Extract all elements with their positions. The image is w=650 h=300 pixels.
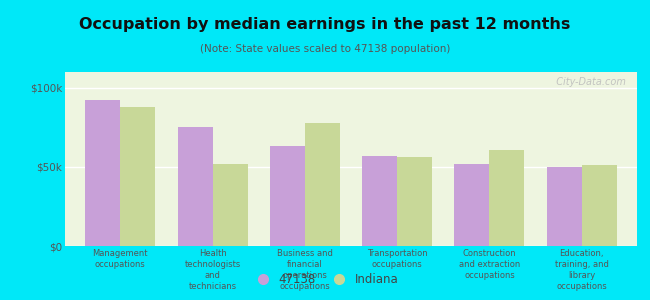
Text: City-Data.com: City-Data.com [550,77,625,87]
Bar [489,149,525,246]
Bar [270,146,305,246]
Bar [397,158,432,246]
Bar [213,164,248,246]
Bar [305,123,340,246]
Bar [85,100,120,246]
Bar [120,107,155,246]
Text: (Note: State values scaled to 47138 population): (Note: State values scaled to 47138 popu… [200,44,450,53]
Bar [454,164,489,246]
Bar [547,167,582,246]
Bar [582,165,617,246]
Bar [177,128,213,246]
Text: Occupation by median earnings in the past 12 months: Occupation by median earnings in the pas… [79,16,571,32]
Bar [362,156,397,246]
Legend: 47138, Indiana: 47138, Indiana [247,269,403,291]
